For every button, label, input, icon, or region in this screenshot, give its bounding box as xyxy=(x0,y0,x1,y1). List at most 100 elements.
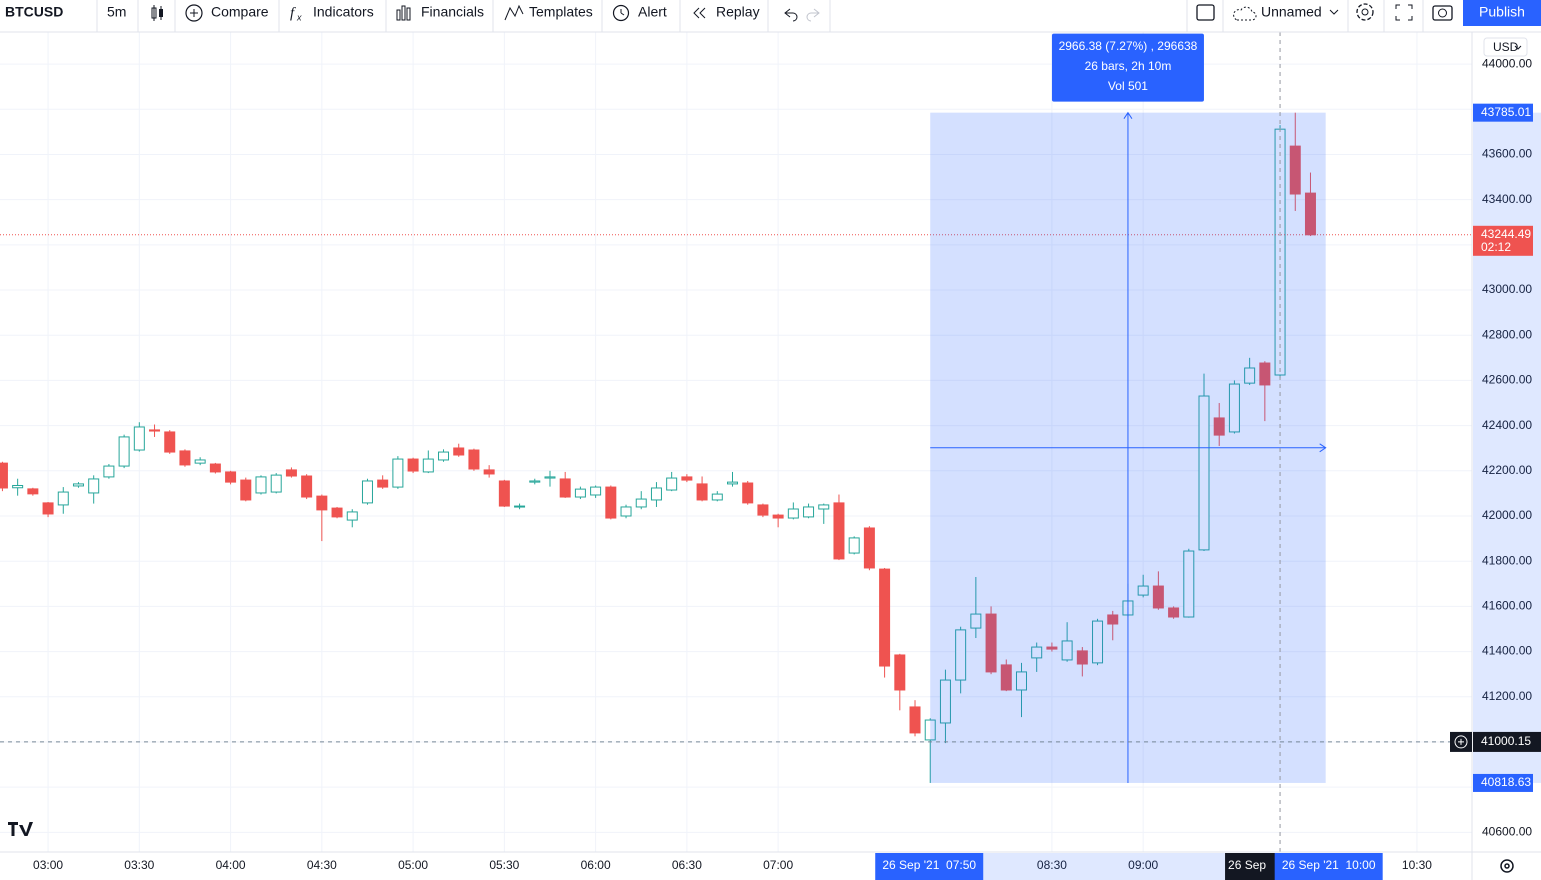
candle-body xyxy=(361,480,373,504)
last-price-label: 43244.49 xyxy=(1481,227,1531,241)
candle-body xyxy=(392,458,404,488)
candle-body xyxy=(42,502,54,515)
symbol[interactable]: BTCUSD xyxy=(5,4,63,20)
y-tick-label: 41200.00 xyxy=(1482,689,1532,703)
measure-start-box xyxy=(875,853,984,880)
candle-body xyxy=(803,506,815,518)
candle-body xyxy=(1137,585,1149,596)
x-tick-label: 03:30 xyxy=(124,858,154,872)
candle-body xyxy=(1061,640,1073,661)
countdown-label: 02:12 xyxy=(1481,240,1511,254)
measure-v-arrowhead xyxy=(1123,111,1133,119)
candle-body xyxy=(559,478,571,498)
settings-icon[interactable] xyxy=(1356,3,1374,21)
toolbar-button[interactable]: Alert xyxy=(638,4,667,20)
toolbar: BTCUSD 5m f x Unnamed Publish USD Compar… xyxy=(0,0,1541,57)
x-tick-label: 05:00 xyxy=(398,858,428,872)
candle-body xyxy=(194,459,206,464)
candle-body xyxy=(1228,383,1240,433)
x-tick-label: 06:30 xyxy=(672,858,702,872)
candle-body xyxy=(1304,192,1316,236)
currency[interactable]: USD xyxy=(1493,40,1519,54)
toolbar-button[interactable]: Replay xyxy=(716,4,760,20)
measure-high-label: 43785.01 xyxy=(1481,105,1531,119)
candle-body xyxy=(72,483,84,487)
layout-name[interactable]: Unnamed xyxy=(1261,4,1322,20)
candle-body xyxy=(331,507,343,518)
candle-body xyxy=(970,613,982,629)
candle-body xyxy=(742,482,754,504)
y-tick-label: 41400.00 xyxy=(1482,644,1532,658)
candle-body xyxy=(240,479,252,501)
candle-body xyxy=(1244,367,1256,384)
candle-body xyxy=(924,719,936,741)
layout-icon[interactable] xyxy=(1196,4,1215,21)
plot xyxy=(0,112,1316,783)
measure-low-label-box xyxy=(1473,773,1533,792)
measure-text: Vol 501 xyxy=(1108,79,1148,93)
fullscreen-icon[interactable] xyxy=(1395,4,1413,21)
candle-body xyxy=(1152,585,1164,609)
crosshair-price-label: 41000.15 xyxy=(1481,734,1531,748)
candle-body xyxy=(1213,417,1225,436)
x-tick-label: 08:30 xyxy=(1037,858,1067,872)
indicators-icon: f xyxy=(290,5,296,21)
candle-body xyxy=(88,478,100,494)
candle-body xyxy=(453,447,465,456)
publish-label[interactable]: Publish xyxy=(1479,4,1525,20)
y-tick-label: 43400.00 xyxy=(1482,192,1532,206)
layout-caret[interactable] xyxy=(1329,9,1339,15)
snapshot-icon[interactable] xyxy=(1432,5,1453,21)
logo xyxy=(8,822,33,836)
toolbar-bg xyxy=(0,0,1541,32)
grid xyxy=(0,32,1472,852)
candle-body xyxy=(605,486,617,519)
publish-button[interactable] xyxy=(1463,0,1541,26)
x-tick-label: 09:00 xyxy=(1128,858,1158,872)
candle-body xyxy=(757,504,769,516)
measure-end-label: 26 Sep '21 10:00 xyxy=(1282,858,1376,872)
candle-body xyxy=(939,679,951,724)
axes: 40600.0040800.0041000.0041200.0041400.00… xyxy=(33,56,1541,880)
candle-body xyxy=(27,488,39,495)
candle-body xyxy=(574,488,586,498)
y-tick-label: 42800.00 xyxy=(1482,327,1532,341)
price-range-band xyxy=(1473,112,1541,783)
currency-button[interactable] xyxy=(1483,37,1528,57)
undo[interactable] xyxy=(784,8,798,22)
candle-body xyxy=(711,493,723,501)
candle-body xyxy=(346,511,358,521)
settings-gear[interactable] xyxy=(1500,859,1514,873)
y-tick-label: 42200.00 xyxy=(1482,463,1532,477)
x-tick-label: 05:30 xyxy=(489,858,519,872)
toolbar-button[interactable]: Compare xyxy=(211,4,269,20)
candle-body xyxy=(468,449,480,470)
last-price-box xyxy=(1473,225,1533,256)
toolbar-button[interactable]: Templates xyxy=(529,4,593,20)
interval[interactable]: 5m xyxy=(107,4,126,20)
chart-type-icon[interactable] xyxy=(151,5,163,21)
measure-low-label: 40818.63 xyxy=(1481,775,1531,789)
y-tick-label: 42400.00 xyxy=(1482,418,1532,432)
add-alert-icon[interactable] xyxy=(1454,735,1468,749)
candle-body xyxy=(1031,646,1043,659)
currency-caret[interactable] xyxy=(1514,45,1522,50)
candle-body xyxy=(909,706,921,734)
candle-body xyxy=(544,476,556,479)
candle-body xyxy=(1092,620,1104,664)
alert-icon xyxy=(612,4,630,22)
add-alert-plus[interactable] xyxy=(1458,738,1464,745)
redo[interactable] xyxy=(806,8,820,22)
candle-body xyxy=(118,436,130,467)
y-tick-label: 42600.00 xyxy=(1482,373,1532,387)
toolbar-button[interactable]: Financials xyxy=(421,4,484,20)
candle-body xyxy=(483,469,495,475)
replay-icon xyxy=(693,7,706,19)
candle-body xyxy=(149,429,161,432)
candle-body xyxy=(1289,145,1301,195)
candle-body xyxy=(1076,650,1088,665)
candle-body xyxy=(529,480,541,483)
candle-body xyxy=(285,469,297,477)
toolbar-button[interactable]: Indicators xyxy=(313,4,374,20)
